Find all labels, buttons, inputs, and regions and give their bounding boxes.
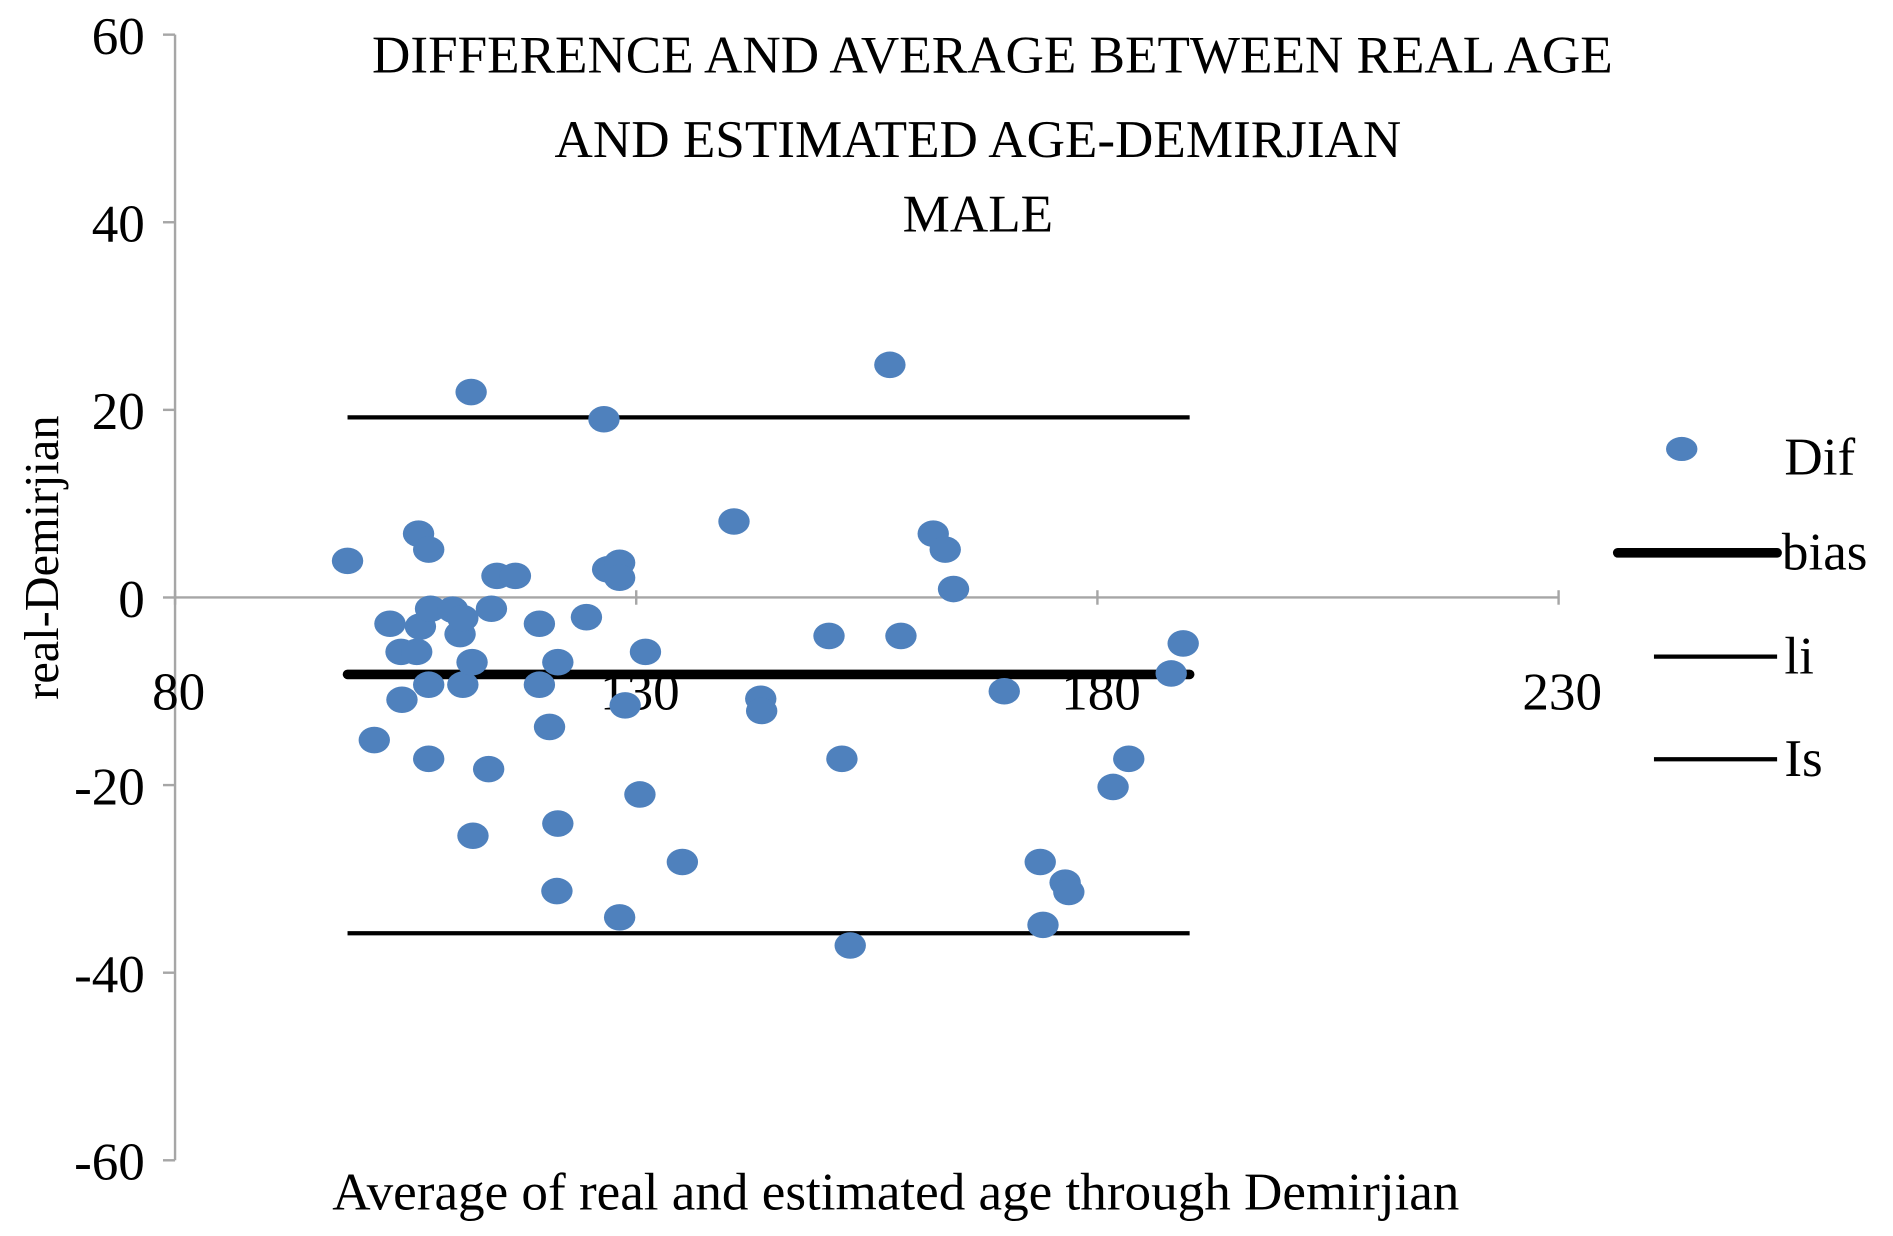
data-point bbox=[414, 595, 447, 623]
data-point bbox=[570, 603, 603, 631]
legend-label-bias: bias bbox=[1782, 524, 1868, 582]
data-point bbox=[541, 877, 573, 905]
data-point bbox=[1167, 630, 1199, 657]
legend-label-li: li bbox=[1784, 628, 1814, 686]
legend: Dif bias li Is bbox=[1612, 428, 1868, 788]
data-point bbox=[413, 536, 445, 563]
data-point bbox=[834, 932, 866, 959]
data-point bbox=[413, 745, 445, 773]
data-point bbox=[533, 713, 566, 741]
data-point bbox=[609, 692, 641, 719]
data-point bbox=[447, 604, 479, 632]
scatter-points bbox=[331, 351, 1199, 959]
data-point bbox=[401, 638, 433, 666]
chart-title: DIFFERENCE AND AVERAGE BETWEEN REAL AGE … bbox=[372, 26, 1613, 243]
data-point bbox=[455, 378, 487, 406]
data-point bbox=[603, 564, 636, 592]
legend-marker-dif bbox=[1666, 436, 1698, 462]
x-axis-label: Average of real and estimated age throug… bbox=[332, 1164, 1459, 1222]
data-point bbox=[813, 622, 845, 650]
data-point bbox=[386, 686, 418, 714]
y-tick-label: 60 bbox=[92, 8, 145, 66]
legend-label-is: Is bbox=[1784, 730, 1822, 788]
data-point bbox=[1155, 660, 1187, 687]
data-point bbox=[603, 904, 636, 931]
data-point bbox=[588, 405, 620, 433]
data-point bbox=[542, 810, 574, 837]
data-point bbox=[374, 610, 406, 638]
data-point bbox=[447, 671, 479, 698]
title-line-3: MALE bbox=[903, 186, 1053, 244]
data-point bbox=[542, 648, 574, 676]
data-point bbox=[929, 536, 961, 563]
data-point bbox=[1113, 745, 1145, 773]
y-tick-label: 40 bbox=[92, 196, 145, 254]
data-point bbox=[475, 595, 508, 623]
y-tick-label: 20 bbox=[92, 383, 145, 441]
data-point bbox=[745, 697, 778, 725]
data-point bbox=[666, 848, 699, 876]
y-tick-label: -60 bbox=[74, 1134, 145, 1192]
y-tick-label: -40 bbox=[74, 946, 145, 1004]
data-point bbox=[413, 671, 445, 698]
y-tick-label: 0 bbox=[118, 571, 145, 629]
data-point bbox=[937, 575, 970, 603]
data-point bbox=[457, 822, 489, 850]
data-point bbox=[718, 508, 750, 535]
data-point bbox=[624, 781, 656, 808]
data-point bbox=[1097, 773, 1129, 801]
data-point bbox=[358, 726, 390, 754]
data-point bbox=[456, 648, 488, 676]
data-point bbox=[629, 638, 662, 666]
x-tick-label: 230 bbox=[1522, 664, 1602, 722]
data-point bbox=[331, 547, 364, 575]
data-point bbox=[1027, 911, 1059, 939]
title-line-2: AND ESTIMATED AGE-DEMIRJIAN bbox=[555, 111, 1402, 169]
legend-label-dif: Dif bbox=[1784, 428, 1855, 486]
data-point bbox=[885, 622, 917, 650]
data-point bbox=[523, 671, 556, 698]
data-point bbox=[1053, 878, 1085, 906]
title-line-1: DIFFERENCE AND AVERAGE BETWEEN REAL AGE bbox=[372, 26, 1613, 84]
y-tick-label: -20 bbox=[74, 758, 145, 816]
data-point bbox=[1024, 848, 1056, 876]
data-point bbox=[472, 755, 505, 783]
data-point bbox=[826, 745, 858, 773]
data-point bbox=[523, 610, 556, 638]
data-point bbox=[499, 562, 532, 590]
y-axis-label: real-Demirjian bbox=[16, 416, 69, 700]
data-point bbox=[874, 351, 906, 379]
data-point bbox=[988, 678, 1020, 705]
x-tick-label: 80 bbox=[152, 664, 205, 722]
